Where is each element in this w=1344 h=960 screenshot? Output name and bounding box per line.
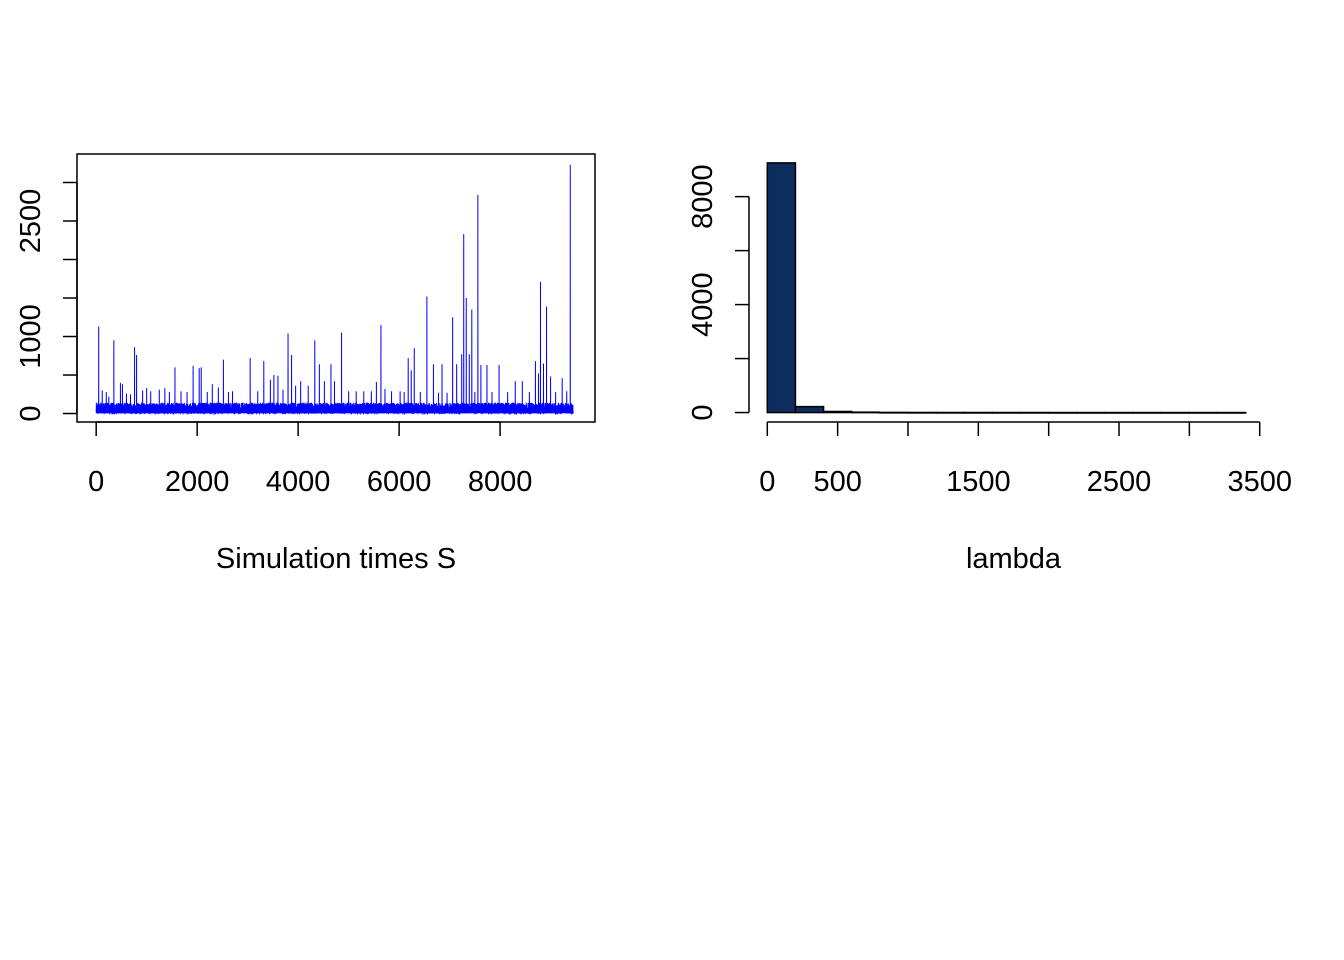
hist-bar [907, 411, 937, 414]
hist-bar [1188, 411, 1219, 414]
hist-bar [1104, 411, 1134, 414]
hist-x-tick-label: 3500 [1227, 466, 1292, 498]
trace-x-tick-label: 8000 [468, 466, 533, 498]
trace-x-tick-label: 0 [88, 466, 104, 498]
hist-bar [879, 411, 909, 414]
hist-x-tick-label: 0 [759, 466, 775, 498]
trace-line-group [95, 164, 574, 416]
hist-bar [1216, 411, 1247, 414]
hist-y-tick-label: 8000 [687, 164, 719, 229]
trace-y-tick-label: 1000 [15, 304, 47, 369]
trace-y-axis: 0 1000 2500 [15, 181, 78, 422]
trace-y-tick-label: 0 [15, 405, 47, 421]
hist-bar [1132, 411, 1162, 414]
trace-y-tick-label: 2500 [15, 189, 47, 254]
hist-x-axis-label: lambda [966, 543, 1062, 575]
trace-x-axis: 0 2000 4000 6000 8000 [88, 421, 533, 498]
trace-x-tick-label: 2000 [165, 466, 230, 498]
hist-x-tick-label: 2500 [1087, 466, 1152, 498]
trace-x-axis-label: Simulation times S [216, 543, 456, 575]
trace-plot: 0 2000 4000 6000 8000 0 1000 2500 Simulation t… [15, 153, 596, 575]
hist-x-tick-label: 500 [813, 466, 861, 498]
hist-bar [1076, 411, 1106, 414]
hist-bar [850, 411, 881, 414]
hist-x-tick-label: 1500 [946, 466, 1011, 498]
trace-x-tick-label: 6000 [367, 466, 432, 498]
histogram-bars [766, 162, 1247, 414]
hist-bar [991, 411, 1022, 414]
hist-y-axis: 0 4000 8000 [687, 164, 750, 421]
hist-bar [963, 411, 994, 414]
hist-x-axis: 0 500 1500 2500 3500 [759, 421, 1292, 498]
histogram: 0 500 1500 2500 3500 0 4000 8000 lambda [687, 162, 1292, 575]
hist-y-tick-label: 0 [687, 404, 719, 420]
hist-bar [794, 405, 825, 414]
hist-y-tick-label: 4000 [687, 272, 719, 337]
hist-bar [1047, 411, 1078, 414]
trace-x-tick-label: 4000 [266, 466, 331, 498]
hist-bar [1160, 411, 1191, 414]
hist-bar [935, 411, 966, 414]
hist-bar [822, 410, 853, 414]
trace-series-line [95, 164, 574, 416]
hist-bar [1019, 411, 1050, 414]
hist-bar [766, 162, 797, 414]
